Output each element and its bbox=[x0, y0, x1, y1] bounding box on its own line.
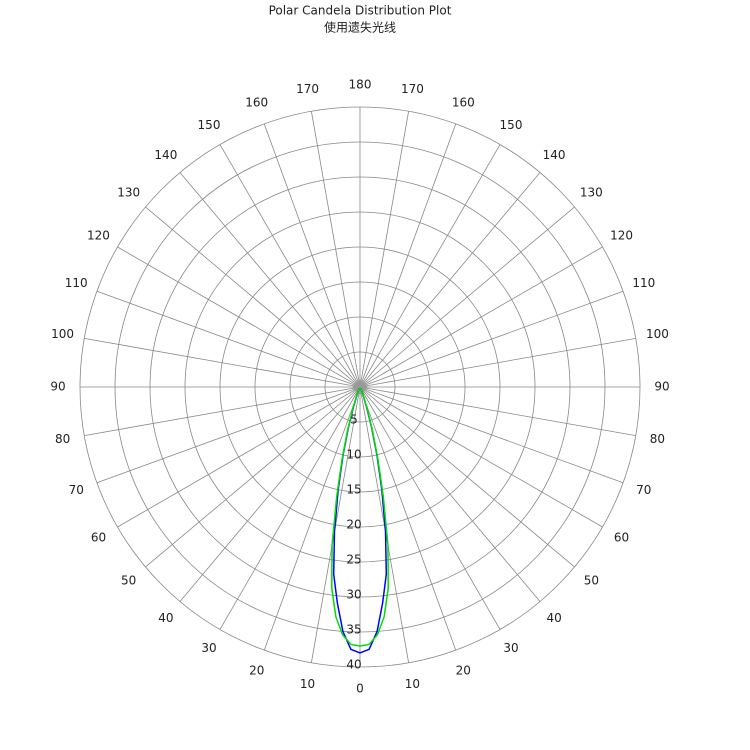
angle-tick-label: 110 bbox=[632, 276, 655, 290]
chart-title: Polar Candela Distribution Plot bbox=[269, 4, 452, 18]
angle-tick-label: 20 bbox=[249, 663, 264, 677]
grid-spoke bbox=[359, 386, 603, 528]
angle-tick-label: 40 bbox=[158, 611, 173, 625]
angle-tick-label: 90 bbox=[654, 380, 669, 394]
r-tick-label: 30 bbox=[346, 588, 361, 602]
grid-spoke bbox=[310, 111, 361, 388]
angle-tick-label: 160 bbox=[452, 96, 475, 110]
chart-subtitle: 使用遗失光线 bbox=[324, 20, 396, 35]
angle-tick-label: 170 bbox=[401, 82, 424, 96]
grid-spoke bbox=[145, 386, 361, 568]
grid-spoke bbox=[359, 386, 636, 437]
grid-spoke bbox=[84, 337, 361, 388]
angle-tick-label: 150 bbox=[500, 118, 523, 132]
grid-spoke bbox=[219, 386, 361, 630]
angle-tick-label: 10 bbox=[405, 677, 420, 691]
angle-tick-label: 100 bbox=[646, 327, 669, 341]
angle-tick-label: 0 bbox=[356, 682, 364, 696]
grid-spoke bbox=[359, 123, 457, 388]
grid-spoke bbox=[96, 290, 361, 388]
angle-tick-label: 50 bbox=[584, 574, 599, 588]
angle-tick-label: 70 bbox=[69, 483, 84, 497]
angle-tick-label: 80 bbox=[55, 432, 70, 446]
grid-spoke bbox=[96, 386, 361, 484]
angle-tick-label: 150 bbox=[198, 118, 221, 132]
grid-spoke bbox=[359, 386, 575, 568]
angle-tick-label: 80 bbox=[650, 432, 665, 446]
grid-spoke bbox=[359, 111, 410, 388]
angle-tick-label: 110 bbox=[65, 276, 88, 290]
r-tick-label: 35 bbox=[346, 623, 361, 637]
angle-tick-label: 140 bbox=[154, 148, 177, 162]
grid-spoke bbox=[179, 386, 361, 602]
grid-spoke bbox=[263, 386, 361, 651]
angle-tick-label: 130 bbox=[117, 185, 140, 199]
angle-tick-label: 60 bbox=[614, 531, 629, 545]
grid-spoke bbox=[359, 206, 575, 388]
angle-tick-label: 50 bbox=[121, 574, 136, 588]
center-marker bbox=[352, 379, 368, 395]
angle-tick-label: 30 bbox=[201, 641, 216, 655]
candela-curve bbox=[330, 387, 390, 647]
r-tick-label: 25 bbox=[346, 553, 361, 567]
r-tick-label: 10 bbox=[346, 448, 361, 462]
grid-spoke bbox=[359, 386, 501, 630]
grid-spoke bbox=[359, 337, 636, 388]
grid-spoke bbox=[117, 246, 361, 388]
r-tick-label: 5 bbox=[350, 413, 358, 427]
angle-tick-label: 100 bbox=[51, 327, 74, 341]
angle-tick-label: 20 bbox=[456, 663, 471, 677]
r-tick-label: 15 bbox=[346, 483, 361, 497]
grid-spoke bbox=[359, 386, 624, 484]
angle-tick-label: 10 bbox=[300, 677, 315, 691]
grid-spoke bbox=[359, 290, 624, 388]
grid-spoke bbox=[145, 206, 361, 388]
angle-tick-label: 30 bbox=[503, 641, 518, 655]
angle-tick-label: 90 bbox=[50, 380, 65, 394]
angle-tick-label: 40 bbox=[546, 611, 561, 625]
grid-spoke bbox=[117, 386, 361, 528]
r-tick-label: 20 bbox=[346, 518, 361, 532]
grid-spoke bbox=[359, 386, 457, 651]
grid-spoke bbox=[359, 172, 541, 388]
angle-tick-label: 130 bbox=[580, 185, 603, 199]
grid-spoke bbox=[219, 144, 361, 388]
grid-spoke bbox=[179, 172, 361, 388]
angle-tick-label: 170 bbox=[296, 82, 319, 96]
r-tick-label: 40 bbox=[346, 658, 361, 672]
angle-tick-label: 120 bbox=[610, 229, 633, 243]
grid-spoke bbox=[359, 246, 603, 388]
angle-tick-label: 140 bbox=[543, 148, 566, 162]
grid-spoke bbox=[263, 123, 361, 388]
angle-tick-label: 70 bbox=[636, 483, 651, 497]
grid-spoke bbox=[84, 386, 361, 437]
angle-tick-label: 120 bbox=[87, 229, 110, 243]
grid-spoke bbox=[359, 386, 541, 602]
angle-tick-label: 160 bbox=[245, 96, 268, 110]
angle-tick-label: 60 bbox=[91, 531, 106, 545]
angle-tick-label: 180 bbox=[349, 78, 372, 92]
grid-spoke bbox=[359, 144, 501, 388]
